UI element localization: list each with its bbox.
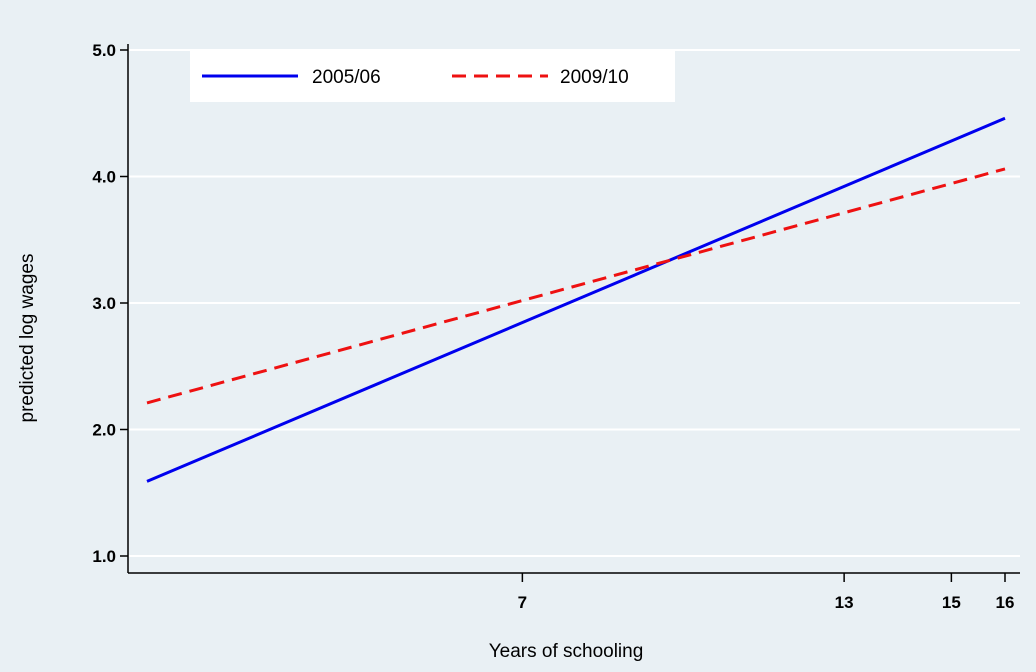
y-tick-label: 5.0 <box>92 41 116 60</box>
y-tick-label: 1.0 <box>92 547 116 566</box>
legend-label: 2009/10 <box>560 67 629 88</box>
y-tick-label: 2.0 <box>92 421 116 440</box>
x-tick-label: 16 <box>996 593 1015 612</box>
y-tick-label: 3.0 <box>92 294 116 313</box>
series-line-2009-10 <box>146 167 1006 405</box>
x-tick-label: 13 <box>835 593 854 612</box>
axes: 1.0 2.0 3.0 4.0 5.0 7 13 15 16 <box>92 41 1020 612</box>
y-axis-title: predicted log wages <box>17 254 38 423</box>
y-tick-label: 4.0 <box>92 168 116 187</box>
x-axis-title: Years of schooling <box>489 641 644 662</box>
x-tick-label: 7 <box>518 593 527 612</box>
series-lines <box>146 116 1006 483</box>
gridlines <box>129 49 1020 557</box>
axis-titles: Years of schooling predicted log wages <box>17 254 643 663</box>
x-tick-label: 15 <box>942 593 961 612</box>
series-line-2005-06 <box>146 116 1006 483</box>
legend: 2005/06 2009/10 <box>190 50 675 102</box>
legend-label: 2005/06 <box>312 67 381 88</box>
